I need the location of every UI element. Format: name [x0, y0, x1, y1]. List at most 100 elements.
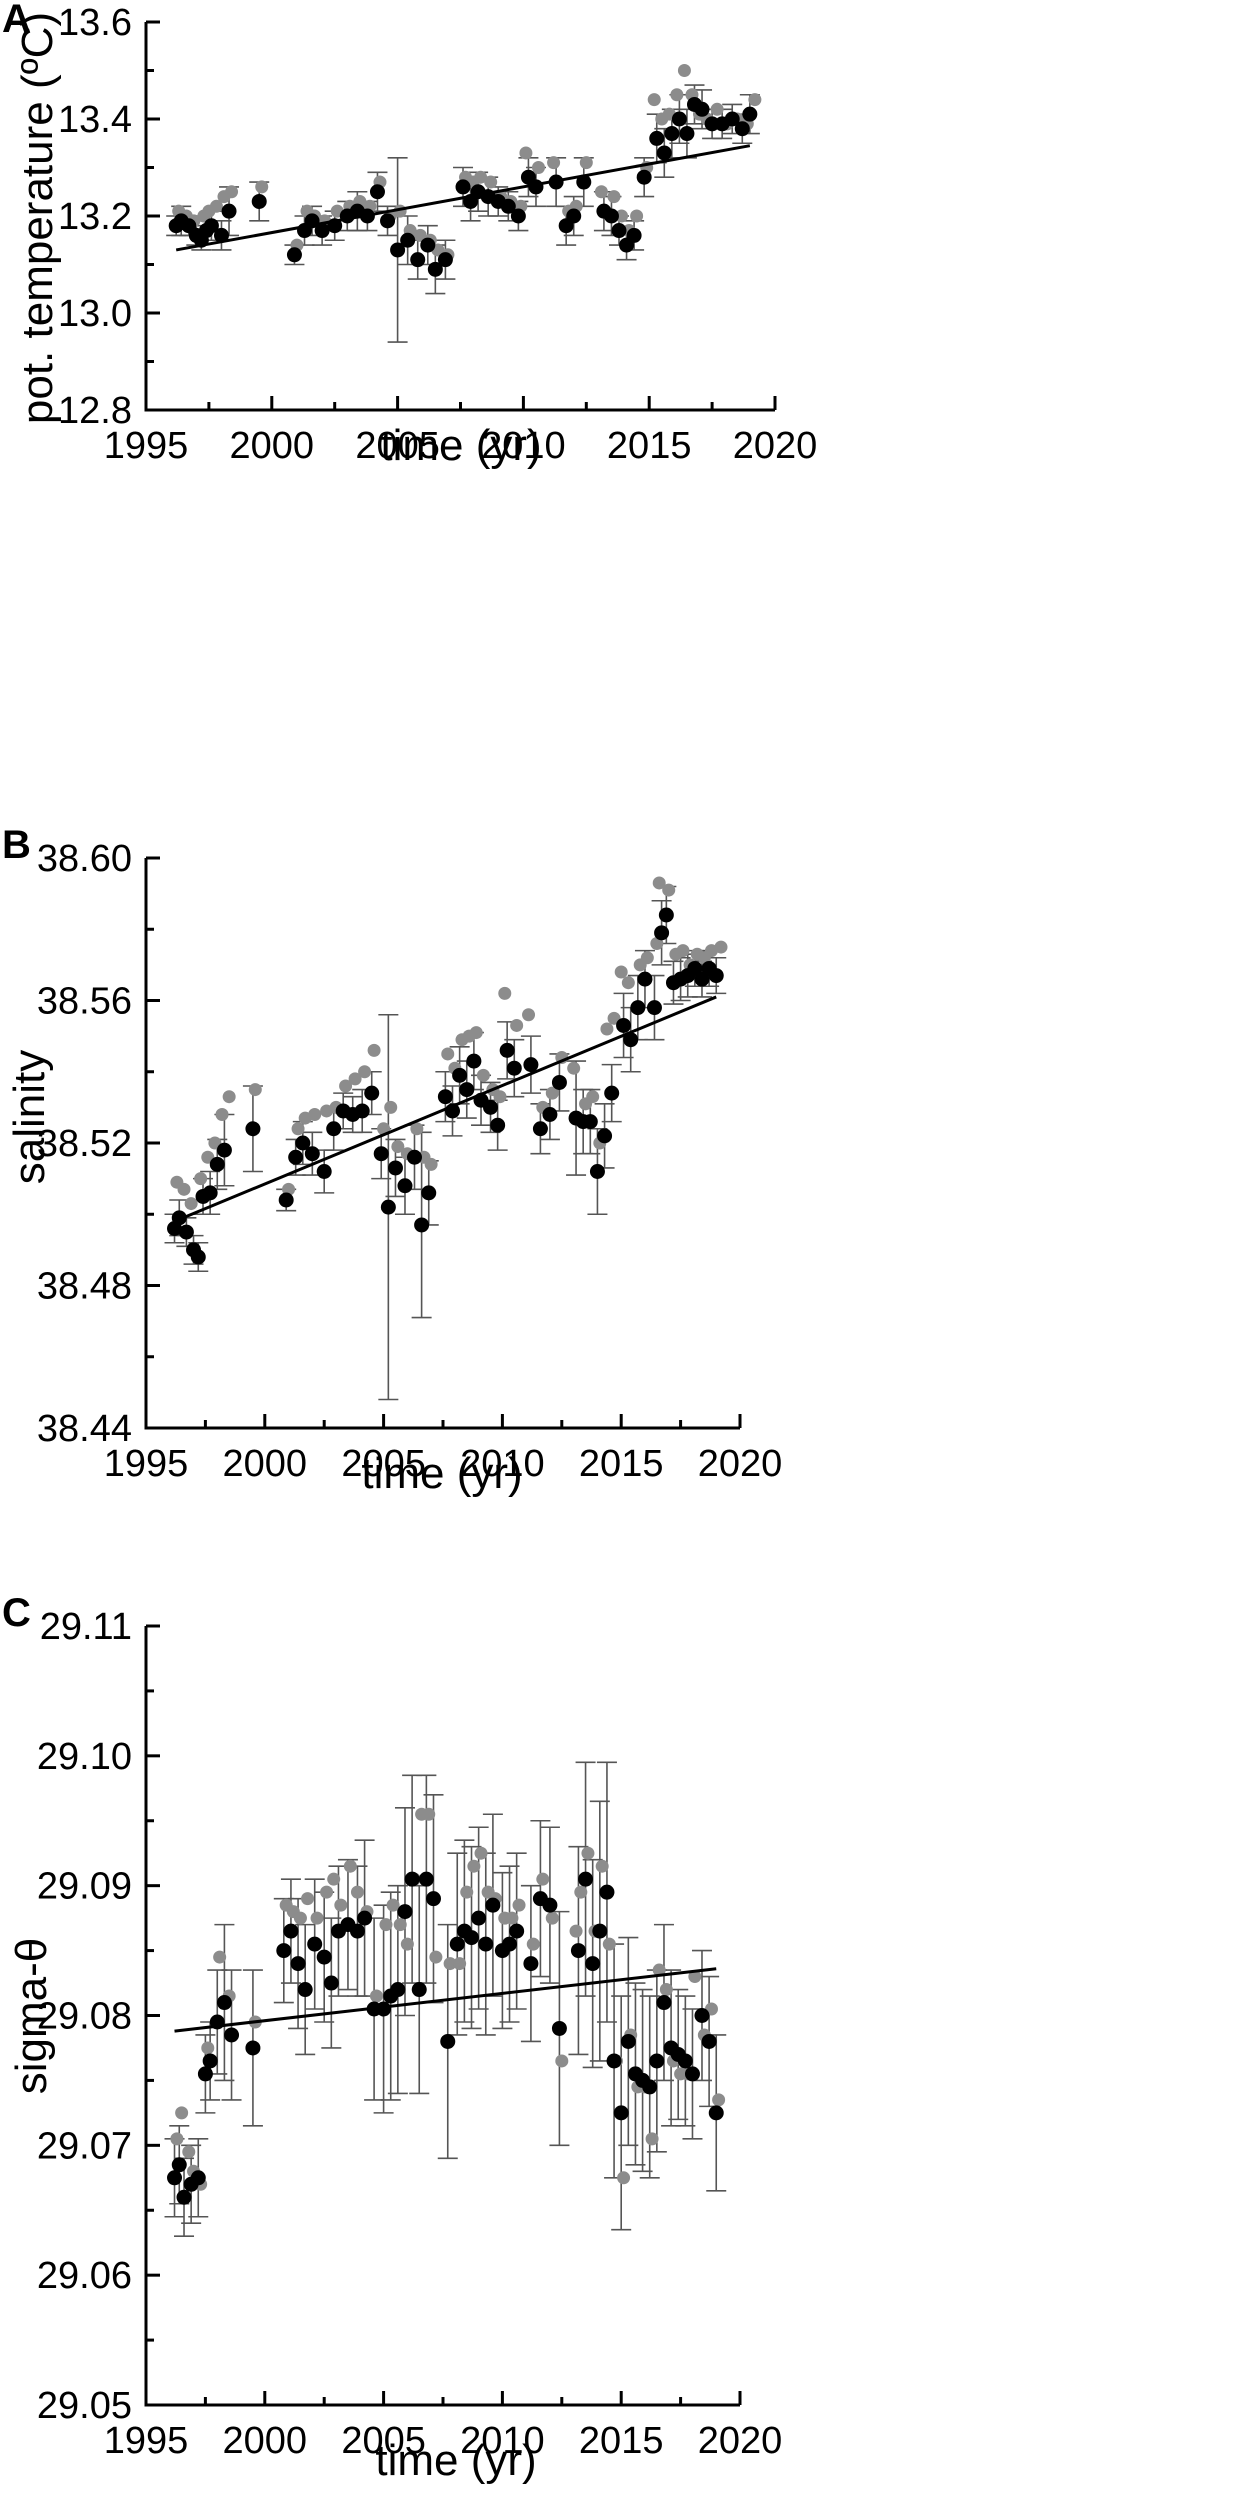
- panel-b-black-point: [354, 1103, 370, 1119]
- panel-a-error-bars: [166, 84, 760, 343]
- panel-c-gray-point: [422, 1807, 436, 1821]
- panel-b-gray-point: [291, 1122, 305, 1136]
- panel-a-black-point: [427, 261, 443, 277]
- panel-b-black-point: [708, 968, 724, 984]
- panel-b-x-tick-label: 1995: [104, 1443, 189, 1485]
- panel-c-black-point: [599, 1884, 615, 1900]
- panel-a-gray-point: [547, 156, 561, 170]
- panel-a-y-ticks: 12.8 13.0 13.2 13.4 13.6: [58, 2, 160, 432]
- panel-a-black-point: [566, 208, 582, 224]
- panel-a-black-point: [656, 145, 672, 161]
- panel-c-y-tick-label: 29.11: [40, 1606, 132, 1648]
- panel-b-black-point: [326, 1121, 342, 1137]
- panel-a-black-point: [213, 227, 229, 243]
- panel-a-gray-point: [484, 175, 498, 189]
- panel-b-gray-point: [367, 1043, 381, 1057]
- panel-b-gray-point: [384, 1100, 398, 1114]
- panel-c-x-ticks: 1995 2000 2005 2010 2015 2020: [104, 2391, 782, 2462]
- panel-b-gray-point: [184, 1197, 198, 1211]
- panel-c-black-point: [694, 2008, 710, 2023]
- panel-c-black-point: [171, 2157, 187, 2173]
- panel-b-gray-series: [170, 876, 728, 1211]
- panel-a-gray-point: [519, 146, 533, 160]
- panel-a-gray-point: [531, 161, 545, 174]
- panel-c-black-point: [578, 1871, 594, 1887]
- panel-a-gray-point: [594, 185, 608, 199]
- panel-c-gray-point: [467, 1859, 481, 1873]
- panel-b-gray-point: [586, 1090, 600, 1104]
- panel-c-gray-point: [201, 2041, 215, 2055]
- panel-b-gray-point: [424, 1157, 438, 1171]
- panel-a-axes: [144, 22, 775, 412]
- panel-a-gray-point: [615, 209, 629, 223]
- panel-a-black-point: [203, 218, 219, 234]
- panel-a-gray-point: [647, 93, 661, 107]
- panel-b-gray-point: [510, 1018, 524, 1032]
- panel-c-gray-point: [505, 1911, 519, 1925]
- panel-a-x-tick-label: 2020: [733, 425, 818, 467]
- panel-a-black-point: [694, 101, 710, 117]
- panel-a-gray-point: [225, 185, 239, 199]
- panel-b-black-point: [387, 1160, 403, 1176]
- panel-c-gray-point: [369, 1989, 383, 2003]
- panel-b-black-point: [532, 1121, 548, 1137]
- panel-c-gray-point: [581, 1846, 595, 1860]
- panel-c-black-point: [418, 1871, 434, 1887]
- panel-c-black-point: [502, 1936, 518, 1952]
- panel-a-trend-line: [175, 144, 751, 252]
- panel-a-black-point: [221, 203, 237, 219]
- panel-b-black-point: [506, 1060, 522, 1076]
- panel-c-black-point: [613, 2105, 629, 2121]
- panel-b-black-point: [459, 1082, 475, 1098]
- panel-c-black-point: [190, 2170, 206, 2186]
- panel-b-gray-point: [391, 1140, 405, 1154]
- panel-b-black-point: [304, 1146, 320, 1162]
- panel-a-y-tick-label: 13.2: [58, 196, 132, 238]
- panel-c-gray-point: [327, 1872, 341, 1886]
- panel-c-x-tick-label: 2000: [223, 2420, 308, 2462]
- panel-c-black-point: [542, 1897, 558, 1913]
- panel-b-gray-point: [308, 1108, 322, 1121]
- panel-a-black-point: [400, 232, 416, 248]
- panel-a-gray-point: [710, 102, 724, 116]
- panel-b-gray-point: [652, 876, 666, 890]
- panel-a-black-point: [437, 252, 453, 268]
- panel-a-black-point: [314, 223, 330, 239]
- panel-b-black-point: [551, 1074, 567, 1090]
- panel-b-black-point: [523, 1057, 539, 1073]
- panel-c-gray-point: [350, 1885, 364, 1899]
- panel-b-black-point: [364, 1085, 380, 1101]
- panel-b-black-point: [658, 907, 674, 923]
- panel-c-gray-point: [536, 1872, 550, 1886]
- panel-c-gray-point: [659, 1983, 673, 1997]
- panel-a-gray-point: [630, 209, 644, 223]
- panel-b-gray-point: [441, 1047, 455, 1061]
- panel-c-black-point: [684, 2066, 700, 2082]
- panel-b-gray-point: [222, 1090, 236, 1104]
- panel-c-gray-point: [320, 1885, 334, 1899]
- panel-c-gray-point: [617, 2171, 631, 2185]
- panel-c-y-ticks: 29.05 29.06 29.07 29.08 29.09 29.10 29.11: [37, 1606, 160, 2427]
- panel-c-x-tick-label: 2015: [579, 2420, 664, 2462]
- panel-b-black-point: [380, 1199, 396, 1215]
- panel-b-black-point: [616, 1017, 632, 1033]
- panel-c-gray-point: [400, 1937, 414, 1951]
- panel-b-black-point: [694, 971, 710, 987]
- panel-a-black-point: [380, 213, 396, 229]
- panel-c-gray-point: [393, 1918, 407, 1932]
- panel-a-black-point: [286, 247, 302, 263]
- panel-a-black-point: [636, 169, 652, 185]
- panel-c-black-point: [656, 1995, 672, 2011]
- panel-c-black-point: [245, 2040, 261, 2056]
- panel-b-y-tick-label: 38.56: [37, 981, 132, 1023]
- panel-b-gray-point: [194, 1172, 208, 1186]
- panel-b-black-point: [490, 1117, 506, 1133]
- panel-c-gray-point: [645, 2132, 659, 2146]
- panel-c-gray-point: [512, 1898, 526, 1912]
- panel-a-x-tick-label: 2015: [607, 425, 692, 467]
- panel-c: C 29.05 29.06 29.07 29.08 29.09 29.10 29.11 19…: [2, 1591, 782, 2485]
- panel-c-gray-point: [443, 1957, 457, 1971]
- panel-b-black-point: [421, 1185, 437, 1201]
- panel-c-black-point: [677, 2053, 693, 2069]
- panel-a-gray-point: [677, 64, 691, 77]
